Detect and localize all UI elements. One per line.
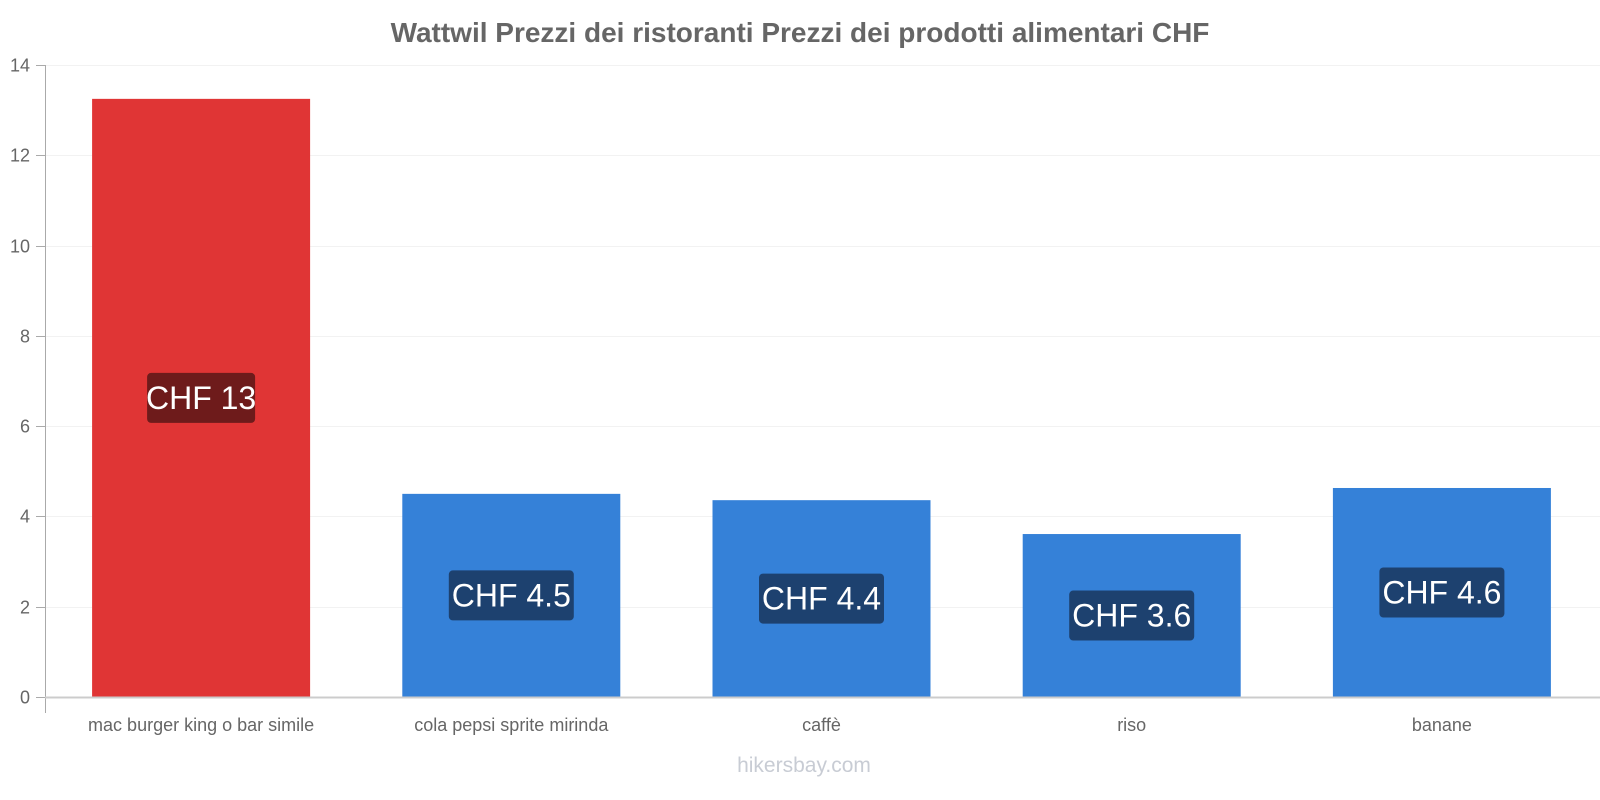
bar-group: CHF 4.6 [1332,487,1551,697]
y-tick-label: 8 [20,327,30,347]
bar-group: CHF 13 [92,98,311,698]
y-tick-label: 10 [10,237,30,257]
data-label-box [1069,590,1195,641]
x-category-label: cola pepsi sprite mirinda [414,715,609,735]
data-label: CHF 13 [146,380,256,416]
bars: CHF 13 CHF 4.5 CHF 4.4 CHF 3.6 CHF 4.6 [92,98,1551,698]
data-label-box [448,570,574,621]
y-tick-label: 14 [10,56,30,76]
data-label: CHF 4.5 [452,577,571,613]
x-category-label: caffè [802,715,841,735]
data-label: CHF 4.6 [1382,574,1501,610]
chart-title: Wattwil Prezzi dei ristoranti Prezzi dei… [391,17,1210,48]
x-category-label: banane [1412,715,1472,735]
y-tick-label: 6 [20,417,30,437]
x-category-label: mac burger king o bar simile [88,715,314,735]
bar-group: CHF 4.4 [712,500,931,697]
y-axis-ticks: 0 2 4 6 8 10 12 14 [10,56,45,708]
y-tick-label: 2 [20,598,30,618]
y-tick-label: 12 [10,146,30,166]
data-label-box [1379,567,1505,618]
x-category-label: riso [1117,715,1146,735]
data-label-box [147,372,256,423]
y-tick-label: 4 [20,507,30,527]
data-label-box [759,573,884,624]
data-label: CHF 3.6 [1072,598,1191,634]
data-label: CHF 4.4 [762,581,881,617]
y-tick-label: 0 [20,688,30,708]
x-axis-categories: mac burger king o bar simile cola pepsi s… [88,715,1472,735]
watermark: hikersbay.com [737,754,871,777]
bar-group: CHF 3.6 [1022,534,1241,697]
bar-group: CHF 4.5 [402,493,621,697]
